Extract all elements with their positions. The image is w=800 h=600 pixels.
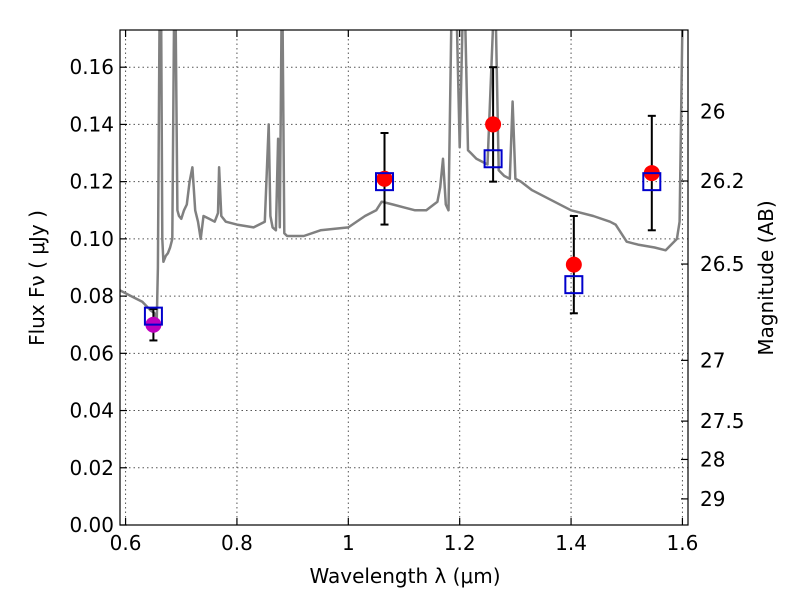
x-tick-label: 1	[342, 531, 355, 555]
marker-layer	[143, 66, 662, 342]
right-tick-label: 26.5	[700, 252, 745, 276]
x-tick-label: 1.4	[555, 531, 587, 555]
y-tick-label: 0.04	[69, 399, 114, 423]
axis-layer: 0.6 0.8 1 1.2 1.4 1.6 0.00 0.02 0.04 0.06 0.08 0.10…	[69, 30, 745, 555]
x-tick-label: 1.6	[667, 531, 699, 555]
y-tick-label: 0.00	[69, 513, 114, 537]
y-tick-label: 0.14	[69, 112, 114, 136]
observed-flux-point	[565, 256, 582, 273]
x-tick-label: 0.6	[110, 531, 142, 555]
grid-layer	[120, 30, 688, 526]
y-tick-label: 0.12	[69, 170, 114, 194]
y-tick-label: 0.08	[69, 284, 114, 308]
y-axis-label: Flux Fν ( μJy )	[25, 210, 49, 346]
model-flux-square	[564, 275, 584, 295]
x-axis-label: Wavelength λ (μm)	[309, 564, 500, 588]
right-tick-label: 28	[700, 447, 725, 471]
x-tick-label: 0.8	[221, 531, 253, 555]
right-axis-label: Magnitude (AB)	[754, 200, 778, 355]
y-tick-label: 0.10	[69, 227, 114, 251]
model-flux-square	[483, 149, 503, 169]
y-tick-label: 0.02	[69, 456, 114, 480]
right-tick-label: 29	[700, 487, 725, 511]
y-tick-label: 0.16	[69, 55, 114, 79]
x-tick-label: 1.2	[444, 531, 476, 555]
right-tick-label: 26.2	[700, 169, 745, 193]
plot-area	[120, 30, 684, 321]
observed-flux-point	[485, 116, 502, 133]
model-flux-square	[642, 172, 662, 192]
right-tick-label: 27.5	[700, 409, 745, 433]
right-tick-label: 27	[700, 348, 725, 372]
plot-frame	[119, 29, 689, 526]
model-spectrum-line	[120, 30, 684, 321]
y-tick-label: 0.06	[69, 341, 114, 365]
series-layer	[120, 30, 684, 321]
right-tick-label: 26	[700, 99, 725, 123]
model-flux-square	[375, 172, 395, 192]
model-flux-square	[143, 306, 163, 326]
